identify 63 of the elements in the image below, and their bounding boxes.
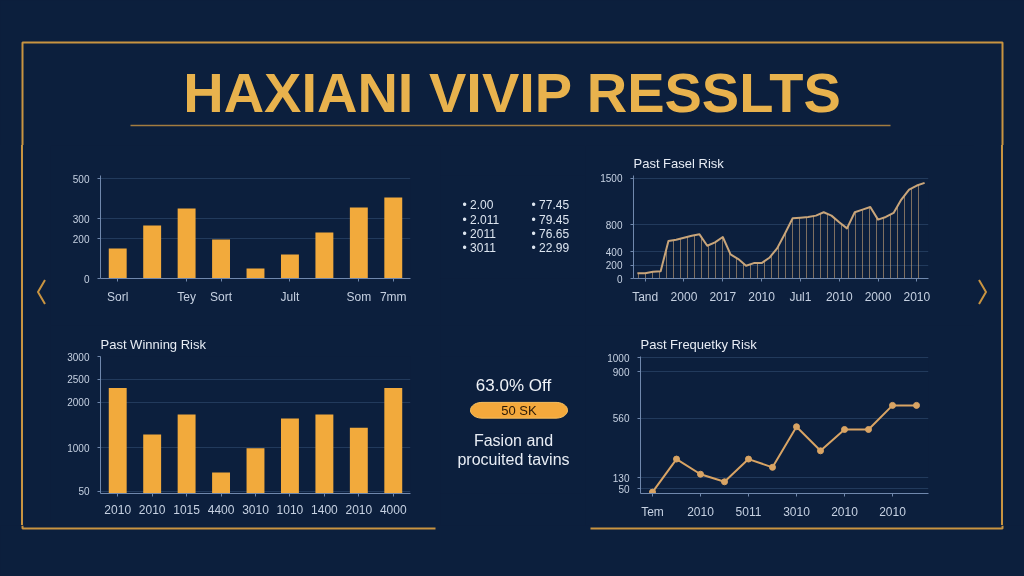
x-tick-label: 2010 [748,289,776,304]
x-tick-label: 2010 [903,289,931,304]
y-tick-label: 200 [72,233,90,245]
x-tick-label: 1015 [173,502,201,517]
x-tick-label: 5011 [735,504,762,519]
text: 63.0% Off [475,376,552,396]
x-tick-label: 2000 [864,289,892,304]
text: • 2.00 [462,198,494,213]
x-tick-label: 2010 [825,289,853,304]
x-tick-label: Jult [280,289,300,304]
x-tick-label: 7mm [379,289,407,304]
y-tick-label: 900 [612,366,630,378]
x-tick-label: Som [346,289,372,304]
x-tick-label: Jul1 [789,289,812,304]
x-tick-label: Sorl [107,289,129,304]
x-tick-label: 2000 [670,289,698,304]
x-tick-label: Tey [177,289,196,304]
x-tick-label: 2010 [687,504,715,519]
y-tick-label: 400 [605,246,623,258]
x-tick-label: 4400 [207,502,235,517]
y-tick-label: 500 [72,173,90,185]
y-tick-label: 200 [605,260,623,272]
x-tick-label: Tand [632,289,659,304]
text: • 3011 [462,241,497,256]
y-tick-label: 0 [616,273,623,285]
x-tick-label: 1010 [276,502,304,517]
text: • 77.45 [531,198,570,213]
x-tick-label: 2010 [345,502,373,517]
y-tick-label: 130 [612,472,630,484]
x-tick-label: 3010 [783,504,811,519]
text: Fasion and procuited tavins [457,432,570,469]
chart-title: Past Winning Risk [100,336,207,352]
x-tick-label: 2010 [138,502,166,517]
x-tick-label: 2010 [831,504,859,519]
x-tick-label: Tem [641,504,664,519]
x-tick-label: 1400 [311,502,339,517]
text: 50 SK [501,402,538,418]
text: • 79.45 [531,212,570,227]
y-tick-label: 800 [605,219,623,231]
x-tick-label: Sort [210,289,233,304]
x-tick-label: 2010 [879,504,907,519]
text: • 2.011 [462,212,500,227]
text: • 22.99 [531,241,570,256]
x-tick-label: 2010 [104,502,132,517]
y-tick-label: 1000 [607,352,630,364]
y-tick-label: 50 [618,483,630,495]
y-tick-label: 1500 [600,173,623,185]
y-tick-label: 3000 [67,351,90,363]
y-tick-label: 2500 [67,374,90,386]
y-tick-label: 0 [83,273,90,285]
y-tick-label: 1000 [67,442,90,454]
y-tick-label: 50 [78,486,90,498]
x-tick-label: 2017 [709,289,737,304]
y-tick-label: 300 [72,213,90,225]
x-tick-label: 3010 [242,502,270,517]
text: • 76.65 [531,226,570,241]
y-tick-label: 560 [612,413,630,425]
y-tick-label: 2000 [67,397,90,409]
text: • 2011 [462,226,497,241]
chart-title: Past Fasel Risk [633,155,725,171]
chart-title: Past Frequetky Risk [640,336,758,352]
text: HAXIANI VIVIP RESSLTS [183,61,841,124]
x-tick-label: 4000 [379,502,407,517]
